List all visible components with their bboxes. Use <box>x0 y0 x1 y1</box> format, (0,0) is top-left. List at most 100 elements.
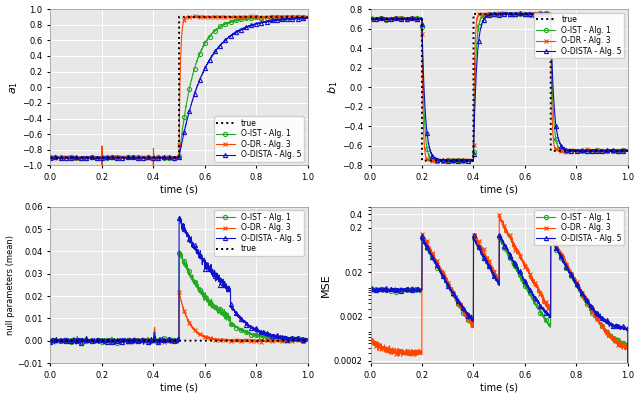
O-DISTA - Alg. 5 <box>367 17 374 21</box>
O-DR - Alg. 3 <box>367 338 374 342</box>
O-DISTA - Alg. 5 <box>304 338 312 342</box>
O-DISTA - Alg. 5 <box>462 160 470 164</box>
O-IST - Alg. 1 <box>172 339 179 344</box>
O-IST - Alg. 1 <box>495 234 503 239</box>
Line: O-DISTA - Alg. 5: O-DISTA - Alg. 5 <box>369 232 630 398</box>
O-IST - Alg. 1 <box>485 12 493 17</box>
O-IST - Alg. 1 <box>485 264 493 269</box>
O-IST - Alg. 1 <box>165 155 173 160</box>
O-IST - Alg. 1 <box>250 332 257 337</box>
O-DISTA - Alg. 5 <box>172 341 179 345</box>
X-axis label: time (s): time (s) <box>160 382 198 392</box>
O-DR - Alg. 3 <box>617 148 625 153</box>
O-DISTA - Alg. 5 <box>496 232 504 237</box>
O-IST - Alg. 1 <box>492 12 500 16</box>
true <box>296 14 304 19</box>
true <box>485 12 493 16</box>
O-IST - Alg. 1 <box>60 156 67 160</box>
O-IST - Alg. 1 <box>367 16 374 20</box>
O-DR - Alg. 3 <box>293 13 301 18</box>
true <box>418 158 426 163</box>
Legend: true, O-IST - Alg. 1, O-DR - Alg. 3, O-DISTA - Alg. 5: true, O-IST - Alg. 1, O-DR - Alg. 3, O-D… <box>534 13 624 58</box>
O-DISTA - Alg. 5 <box>617 327 625 332</box>
O-IST - Alg. 1 <box>176 249 184 254</box>
O-DR - Alg. 3 <box>624 148 632 153</box>
Line: O-IST - Alg. 1: O-IST - Alg. 1 <box>48 250 310 346</box>
true <box>296 338 304 343</box>
O-DISTA - Alg. 5 <box>296 336 304 341</box>
O-DR - Alg. 3 <box>617 148 625 153</box>
Y-axis label: null parameters (mean): null parameters (mean) <box>6 235 15 335</box>
Line: true: true <box>51 17 308 158</box>
O-IST - Alg. 1 <box>617 148 625 152</box>
Legend: O-IST - Alg. 1, O-DR - Alg. 3, O-DISTA - Alg. 5: O-IST - Alg. 1, O-DR - Alg. 3, O-DISTA -… <box>534 211 624 245</box>
O-IST - Alg. 1 <box>296 14 304 19</box>
X-axis label: time (s): time (s) <box>160 185 198 195</box>
Line: O-DR - Alg. 3: O-DR - Alg. 3 <box>369 10 630 164</box>
O-DR - Alg. 3 <box>304 15 312 20</box>
O-DISTA - Alg. 5 <box>617 148 625 153</box>
true <box>624 148 632 153</box>
O-DR - Alg. 3 <box>254 340 262 345</box>
O-DR - Alg. 3 <box>304 338 312 342</box>
O-IST - Alg. 1 <box>536 10 543 15</box>
O-DR - Alg. 3 <box>380 17 387 21</box>
O-IST - Alg. 1 <box>380 287 387 292</box>
O-IST - Alg. 1 <box>367 286 374 291</box>
O-DR - Alg. 3 <box>297 14 305 19</box>
O-IST - Alg. 1 <box>165 337 173 342</box>
O-DISTA - Alg. 5 <box>624 148 632 153</box>
O-DISTA - Alg. 5 <box>492 277 499 281</box>
O-DR - Alg. 3 <box>47 339 54 343</box>
O-DISTA - Alg. 5 <box>492 12 500 17</box>
O-DR - Alg. 3 <box>495 212 503 217</box>
O-DR - Alg. 3 <box>250 339 257 343</box>
O-IST - Alg. 1 <box>298 14 306 19</box>
O-DR - Alg. 3 <box>165 338 173 343</box>
true <box>47 338 54 343</box>
O-IST - Alg. 1 <box>296 14 304 19</box>
true <box>172 155 179 160</box>
O-IST - Alg. 1 <box>624 148 632 153</box>
O-DR - Alg. 3 <box>380 345 387 350</box>
O-IST - Alg. 1 <box>296 338 304 343</box>
O-DR - Alg. 3 <box>467 160 475 164</box>
true <box>249 338 257 343</box>
Line: true: true <box>371 14 628 160</box>
O-DISTA - Alg. 5 <box>165 155 173 160</box>
O-DR - Alg. 3 <box>172 155 179 160</box>
true <box>617 148 625 153</box>
O-DISTA - Alg. 5 <box>250 23 257 27</box>
O-DR - Alg. 3 <box>485 11 493 16</box>
O-DR - Alg. 3 <box>250 14 257 19</box>
Line: O-IST - Alg. 1: O-IST - Alg. 1 <box>48 14 310 161</box>
O-DISTA - Alg. 5 <box>60 337 67 341</box>
O-IST - Alg. 1 <box>80 342 88 347</box>
true <box>47 155 54 160</box>
Line: O-DR - Alg. 3: O-DR - Alg. 3 <box>48 289 310 344</box>
O-DR - Alg. 3 <box>165 155 173 160</box>
Line: O-DR - Alg. 3: O-DR - Alg. 3 <box>369 213 630 398</box>
true <box>492 12 500 16</box>
O-DISTA - Alg. 5 <box>570 148 577 153</box>
O-DISTA - Alg. 5 <box>485 13 493 18</box>
Line: O-IST - Alg. 1: O-IST - Alg. 1 <box>369 11 630 164</box>
O-DR - Alg. 3 <box>172 339 179 344</box>
O-DISTA - Alg. 5 <box>485 264 493 269</box>
true <box>60 155 67 160</box>
O-DISTA - Alg. 5 <box>296 16 304 21</box>
O-IST - Alg. 1 <box>304 14 312 19</box>
O-IST - Alg. 1 <box>570 278 577 283</box>
O-DISTA - Alg. 5 <box>301 15 309 20</box>
X-axis label: time (s): time (s) <box>480 185 518 195</box>
true <box>470 12 477 16</box>
O-DR - Alg. 3 <box>367 16 374 21</box>
O-DR - Alg. 3 <box>60 339 67 343</box>
O-DR - Alg. 3 <box>485 259 493 264</box>
true <box>617 148 625 153</box>
true <box>367 16 374 21</box>
O-DR - Alg. 3 <box>616 343 624 348</box>
O-DISTA - Alg. 5 <box>380 17 387 21</box>
O-IST - Alg. 1 <box>100 156 108 161</box>
O-DR - Alg. 3 <box>492 274 499 279</box>
